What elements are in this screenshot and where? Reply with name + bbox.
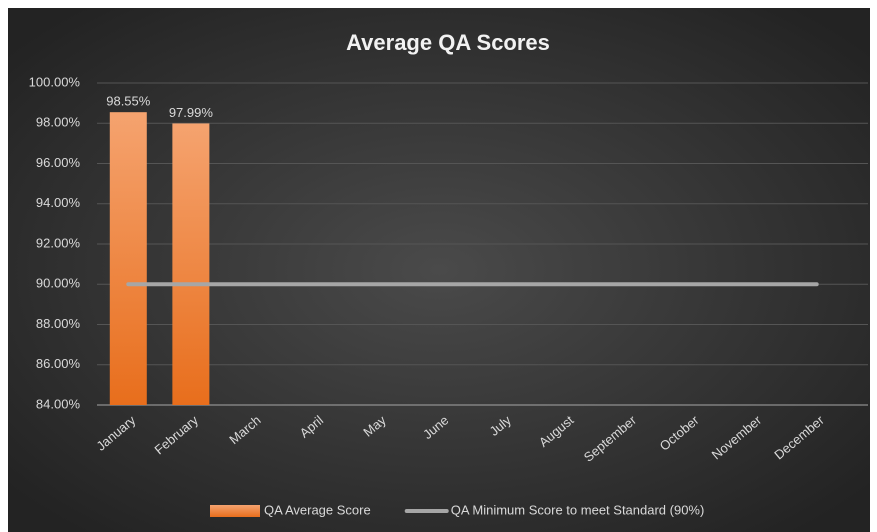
y-tick-label: 94.00% bbox=[36, 195, 81, 210]
data-label: 97.99% bbox=[169, 105, 214, 120]
chart-background bbox=[8, 8, 870, 532]
bar bbox=[172, 123, 210, 406]
y-tick-label: 86.00% bbox=[36, 356, 81, 371]
y-tick-label: 100.00% bbox=[29, 74, 81, 89]
y-tick-label: 92.00% bbox=[36, 235, 81, 250]
y-tick-label: 96.00% bbox=[36, 155, 81, 170]
y-tick-label: 98.00% bbox=[36, 115, 81, 130]
y-tick-label: 84.00% bbox=[36, 396, 81, 411]
bar bbox=[109, 112, 147, 406]
y-tick-label: 90.00% bbox=[36, 276, 81, 291]
data-label: 98.55% bbox=[106, 94, 151, 109]
chart-title: Average QA Scores bbox=[346, 30, 550, 55]
y-tick-label: 88.00% bbox=[36, 316, 81, 331]
legend-swatch bbox=[210, 505, 260, 517]
legend-label: QA Minimum Score to meet Standard (90%) bbox=[451, 502, 705, 517]
legend-label: QA Average Score bbox=[264, 502, 371, 517]
